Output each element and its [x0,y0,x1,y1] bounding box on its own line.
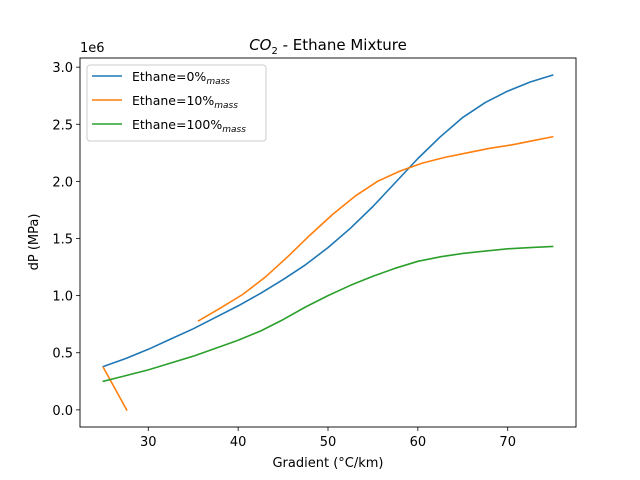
series-line-1-segment-1 [197,135,554,322]
series-line-2-segment-0 [102,245,554,383]
chart-title-main: CO [249,36,271,54]
y-axis-label: dP (MPa) [27,214,42,271]
legend-label-0: Ethane=0%mass [132,69,230,87]
y-tick-label-5: 2.5 [52,118,73,133]
chart-title-sub: 2 [271,46,277,57]
legend-label-2: Ethane=100%mass [132,117,246,135]
series-line-0-segment-0 [102,74,554,368]
plot-area [102,74,554,411]
x-tick-label-70: 70 [499,435,516,450]
y-axis: 0.0 0.5 1.0 1.5 2.0 2.5 3.0 [52,61,80,419]
legend-label-1: Ethane=10%mass [132,93,238,111]
y-tick-label-6: 3.0 [52,61,73,76]
y-offset-label: 1e6 [80,41,105,56]
chart-title: CO2 - Ethane Mixture [249,36,407,57]
legend-box [86,64,267,142]
x-axis-label: Gradient (°C/km) [272,456,383,471]
x-axis: 30 40 50 60 70 [140,427,516,450]
legend: Ethane=0%mass Ethane=10%mass Ethane=100%ma… [86,64,267,142]
y-tick-label-2: 1.0 [52,290,73,305]
x-tick-label-40: 40 [230,435,247,450]
y-tick-label-0: 0.0 [52,404,73,419]
y-tick-label-1: 0.5 [52,347,73,362]
series-line-1-segment-0 [102,366,128,411]
x-tick-label-50: 50 [320,435,337,450]
x-tick-label-60: 60 [410,435,427,450]
y-tick-label-4: 2.0 [52,175,73,190]
y-tick-label-3: 1.5 [52,233,73,248]
x-tick-label-30: 30 [140,435,157,450]
chart-title-rest: - Ethane Mixture [278,36,407,54]
